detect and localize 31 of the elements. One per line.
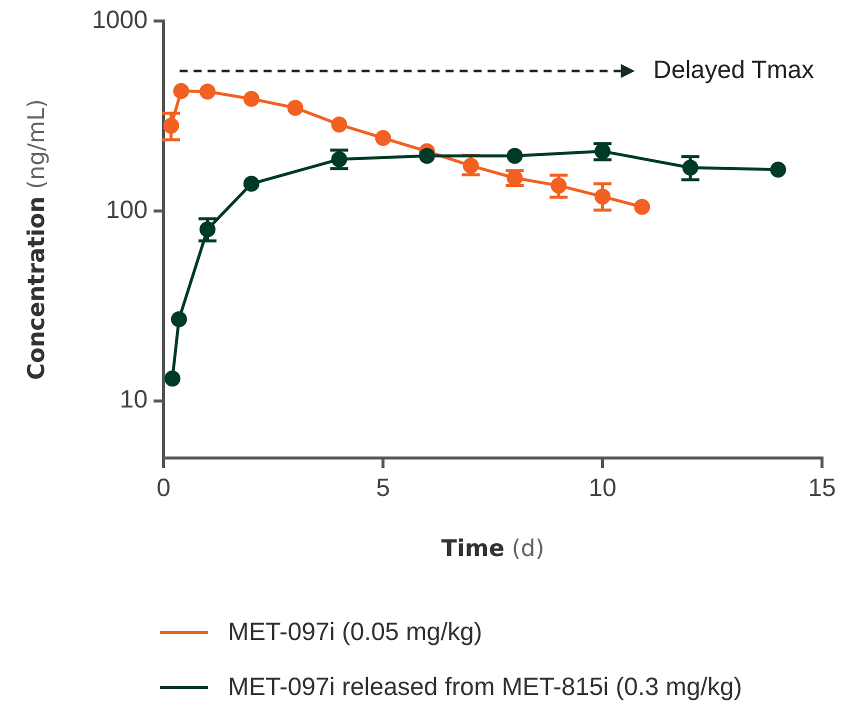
point bbox=[243, 176, 260, 192]
legend-label: MET-097i (0.05 mg/kg) bbox=[228, 618, 482, 647]
annotation: Delayed Tmax bbox=[653, 56, 814, 84]
point bbox=[770, 162, 786, 178]
point bbox=[550, 178, 567, 194]
point bbox=[634, 198, 650, 215]
point bbox=[200, 221, 216, 238]
x-tick-label: 15 bbox=[808, 474, 836, 502]
point bbox=[173, 82, 190, 99]
x-axis-title: Time (d) bbox=[441, 536, 544, 562]
point bbox=[331, 116, 348, 133]
y-axis-title: Concentration (ng/mL) bbox=[24, 99, 50, 380]
y-tick-label: 1000 bbox=[92, 6, 148, 34]
legend-label: MET-097i released from MET-815i (0.3 mg/kg) bbox=[228, 673, 742, 702]
point bbox=[170, 311, 187, 328]
x-tick-label: 0 bbox=[156, 474, 171, 502]
point bbox=[418, 148, 435, 164]
point bbox=[682, 160, 698, 176]
point bbox=[594, 188, 611, 205]
point bbox=[287, 100, 304, 116]
y-tick-label: 100 bbox=[106, 196, 148, 224]
point bbox=[200, 84, 216, 100]
point bbox=[164, 118, 180, 134]
y-tick-label: 10 bbox=[120, 386, 148, 414]
point bbox=[243, 90, 260, 107]
point bbox=[164, 370, 180, 387]
point bbox=[375, 130, 392, 146]
point bbox=[506, 148, 523, 164]
point bbox=[462, 158, 479, 174]
x-tick-label: 5 bbox=[376, 474, 390, 502]
x-tick-label: 10 bbox=[588, 474, 616, 502]
